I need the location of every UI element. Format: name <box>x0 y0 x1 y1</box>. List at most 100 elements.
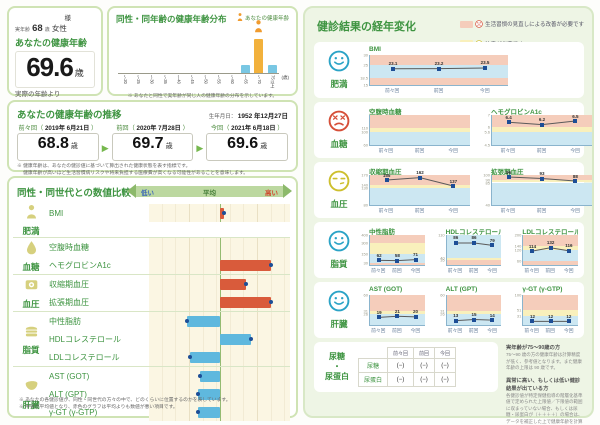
distribution-legend: あなたの健康年齢 <box>237 13 289 23</box>
droplet-icon <box>24 240 39 260</box>
bar-end-dot <box>196 410 201 414</box>
history-entries: 前々回（ 2019年 6月21日 ） 68.8 歳 ▶ 前回（ 2020年 7月28日 … <box>17 123 288 161</box>
food-icon <box>24 323 39 343</box>
face-happy-icon <box>328 50 350 77</box>
dist-axis-label: 〜40 <box>176 75 182 84</box>
metric-label: AST (GOT) <box>49 371 90 381</box>
trend-row: 血圧 収縮期血圧 170 140 130 80 155 162 137 前々回 前回 今回 拡張期血圧 1… <box>314 162 592 218</box>
mini-chart: 収縮期血圧 170 140 130 80 155 162 137 前々回 前回 今回 <box>358 166 470 214</box>
mini-chart: BMI 30 25 18.5 15 23.1 23.2 23.5 前々回 前回 今回 <box>358 46 508 94</box>
urine-label-dot: ・ <box>333 362 341 371</box>
comparison-card: 同性・同世代との数値比較 低い 平均 高い 肥満 BMI 血糖 空腹時血糖 ヘモグロビン… <box>7 176 298 421</box>
trend-group-cell: 血糖 <box>320 110 358 150</box>
distribution-plot <box>118 20 279 74</box>
dist-axis-label: 〜35 <box>163 75 169 84</box>
average-centerline <box>219 403 221 421</box>
urine-table: 前々回 前回 今回 尿糖 (−) (−) (−) 尿蛋白 (−) (−) (−) <box>357 347 457 387</box>
metric-label: LDLコレステロール <box>49 352 120 362</box>
comparison-bar-slot <box>149 275 290 293</box>
dist-axis-label: 〜55 <box>216 75 222 84</box>
comparison-group: 脂質 中性脂肪 HDLコレステロール LDLコレステロール <box>13 311 290 366</box>
health-age-value: 69.6 <box>26 52 74 82</box>
comparison-bar-slot <box>149 330 290 348</box>
metric-label: 収縮期血圧 <box>49 279 89 289</box>
bar-end-dot <box>268 300 273 304</box>
trend-row: 肝臓 AST (GOT) 60 31 26 19 21 20 前々回 前回 今回 ALT (GPT) 6… <box>314 282 584 338</box>
comparison-bar-slot <box>149 367 290 385</box>
average-centerline <box>219 367 221 385</box>
metric-label: HDLコレステロール <box>49 334 122 344</box>
health-age-unit: 歳 <box>74 68 84 78</box>
trend-row: 血糖 空腹時血糖 110 100 60 前々回 前回 今回 ヘモグロビンA1c 7 6 5.6 4.5 6… <box>314 102 592 158</box>
your-age-person-icon <box>254 20 263 38</box>
footnote-body-1: 75〜90 歳の方の健康年齢は計算精度が低く、参考値となります。また健康年齢の上… <box>506 352 582 371</box>
monitor-icon <box>24 277 39 297</box>
comparison-bar <box>189 351 220 363</box>
comparison-bar <box>219 333 251 345</box>
legend-item: 生活習慣の見直しによる改善が必要です <box>460 15 584 33</box>
person-icon <box>24 204 39 224</box>
comparison-row: ALT (GPT) <box>49 385 290 403</box>
name-suffix: 様 <box>64 15 72 22</box>
group-icon-cell: 肝臓 <box>13 367 49 421</box>
bar-end-dot <box>187 355 192 359</box>
comparison-bar-slot <box>149 293 290 311</box>
distribution-axis-labels: (歳) 〜20 〜25 〜30 〜35 〜40 〜45 〜50 〜55 〜60 〜65 〜70 75以… <box>118 75 289 91</box>
face-happy-icon <box>328 230 350 257</box>
trend-rows: 肥満 BMI 30 25 18.5 15 23.1 23.2 23.5 前々回 前回 今回 血糖 空腹時血… <box>314 42 592 425</box>
comparison-bar-slot <box>149 204 290 222</box>
dist-axis-label: 〜45 <box>189 75 195 84</box>
history-note-line: ※ 健康年齢は、あなたの健診値に基づいて算出された健康状態を表す指標です。 <box>17 164 191 169</box>
mini-chart: 拡張期血圧 100 90 85 40 96 93 88 前々回 前回 今回 <box>480 166 592 214</box>
comparison-bar-slot <box>149 256 290 274</box>
history-note-line: 健康年齢が高いほど生活習慣病リスクや将来負担する医療費が高くなる可能性があること… <box>17 170 249 176</box>
comparison-note-line: ※ 中央が平均値となり、赤色のグラフは平均よりも数値が悪い項目です。 <box>19 405 178 411</box>
metric-label: BMI <box>49 208 64 218</box>
liver-icon <box>24 378 39 398</box>
dist-bar <box>240 64 250 73</box>
urine-group-label: 尿糖 ・ 尿蛋白 <box>320 352 354 382</box>
dist-axis-label: 〜60 <box>230 75 236 84</box>
comparison-row: 中性脂肪 <box>49 312 290 330</box>
comparison-row: 収縮期血圧 <box>49 275 290 293</box>
birthdate: 生年月日： 1952 年12月27日 <box>209 110 288 120</box>
axis-low-label: 低い <box>141 189 154 197</box>
birthdate-value: 1952 年12月27日 <box>237 113 288 120</box>
distribution-title: 同性・同年齢の健康年齢分布 <box>116 14 227 24</box>
comparison-bar-slot <box>149 312 290 330</box>
comparison-bar <box>219 278 247 290</box>
bar-end-dot <box>268 263 273 267</box>
history-notes: ※ 健康年齢は、あなたの健診値に基づいて算出された健康状態を表す指標です。 健康… <box>17 164 288 177</box>
comparison-row: 空腹時血糖 <box>49 238 290 256</box>
footnote-heading-1: 実年齢が75〜90歳の方 <box>506 345 561 351</box>
bar-end-dot <box>195 392 200 396</box>
comparison-row: ヘモグロビンA1c <box>49 256 290 274</box>
comparison-row: γ-GT (γ-GTP) <box>49 403 290 421</box>
age-gender-row: 実年齢 68 歳 女性 <box>15 23 95 34</box>
comparison-bar <box>219 207 224 219</box>
status-sad-icon <box>475 15 483 33</box>
comparison-bar-slot <box>149 403 290 421</box>
mini-chart: 空腹時血糖 110 100 60 前々回 前回 今回 <box>358 106 470 154</box>
history-entry: 前回（ 2020年 7月28日 ） 69.7 歳 <box>111 123 194 161</box>
gender-value: 女性 <box>51 24 67 33</box>
history-entry: 前々回（ 2019年 6月21日 ） 68.8 歳 <box>17 123 99 161</box>
comparison-axis-arrow: 低い 平均 高い <box>127 184 292 198</box>
trend-panel-title: 健診結果の経年変化 <box>317 21 416 33</box>
metric-label: 拡張期血圧 <box>49 297 89 307</box>
arrow-icon: ▶ <box>101 143 109 153</box>
bar-end-dot <box>221 211 226 215</box>
comparison-row: AST (GOT) <box>49 367 290 385</box>
your-age-person-icon <box>237 13 243 23</box>
metric-label: 空腹時血糖 <box>49 242 89 252</box>
distribution-legend-label: あなたの健康年齢 <box>244 16 289 23</box>
history-title: あなたの健康年齢の推移 <box>17 110 122 121</box>
comparison-bar-slot <box>149 238 290 256</box>
trend-panel: 健診結果の経年変化 生活習慣の見直しによる改善が必要です注意が必要です問題ありま… <box>303 6 594 424</box>
trend-group-cell: 肝臓 <box>320 290 358 330</box>
comparison-bar <box>198 406 220 418</box>
comparison-row: BMI <box>49 204 290 222</box>
trend-row: 脂質 中性脂肪 400 300 150 30 62 58 71 前々回 前回 今回 HDLコレステロール… <box>314 222 584 278</box>
age-unit: 歳 <box>44 27 50 33</box>
comparison-bar-slot <box>149 385 290 403</box>
